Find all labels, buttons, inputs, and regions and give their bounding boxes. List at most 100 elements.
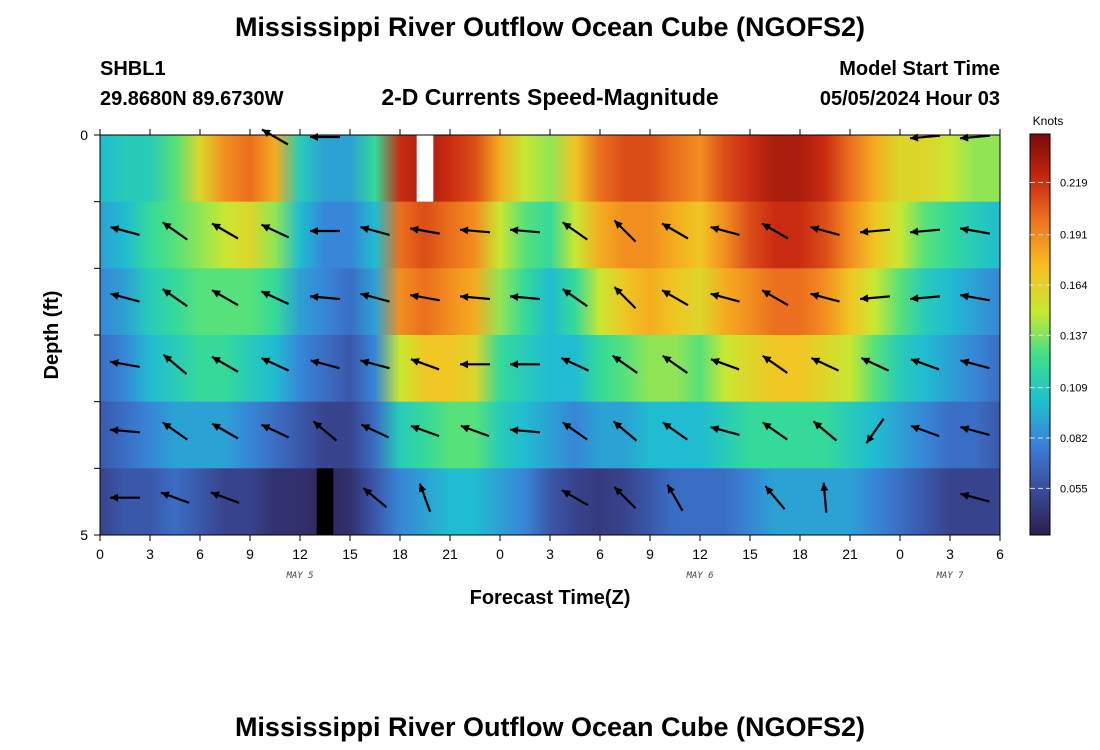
current-arrow: [410, 424, 440, 438]
current-arrow: [410, 358, 440, 371]
colorbar-tick-label: 0.055: [1060, 483, 1088, 495]
current-arrow: [613, 219, 637, 243]
colorbar-tick-label: 0.164: [1060, 280, 1088, 292]
heatmap-band: [100, 335, 1000, 403]
current-arrow: [211, 222, 239, 240]
current-arrow: [310, 227, 340, 235]
x-tick-label: 21: [842, 546, 858, 562]
current-arrow: [859, 227, 891, 236]
current-arrow: [261, 128, 289, 146]
current-arrow: [762, 421, 788, 441]
current-arrow: [910, 424, 940, 438]
current-arrow: [710, 225, 740, 236]
current-arrow: [360, 358, 390, 370]
y-tick-label: 5: [80, 527, 88, 543]
current-arrow: [110, 291, 140, 303]
current-arrow: [810, 291, 840, 303]
heatmap-band: [100, 268, 1000, 336]
current-arrow: [109, 426, 141, 435]
x-tick-label: 18: [792, 546, 808, 562]
colorbar-tick-label: 0.219: [1060, 177, 1088, 189]
current-arrow: [560, 356, 590, 372]
station-coords: 29.8680N 89.6730W: [100, 88, 284, 110]
x-tick-label: 6: [996, 546, 1004, 562]
current-arrow: [360, 225, 390, 236]
current-arrow: [110, 493, 140, 502]
x-tick-label: 12: [292, 546, 308, 562]
current-arrow: [612, 354, 638, 374]
current-arrow: [613, 286, 637, 310]
date-label: MAY 6: [685, 571, 713, 581]
current-arrow: [459, 293, 491, 302]
x-tick-label: 18: [392, 546, 408, 562]
current-arrow: [162, 421, 188, 441]
current-arrow: [562, 221, 588, 241]
current-arrow: [162, 288, 188, 308]
date-label: MAY 7: [935, 571, 964, 581]
current-arrow: [960, 425, 990, 436]
colorbar-tick-label: 0.109: [1060, 383, 1088, 395]
current-arrow: [761, 222, 789, 240]
current-arrow: [710, 358, 740, 371]
date-label: MAY 5: [285, 571, 313, 581]
current-arrow: [309, 293, 341, 302]
y-axis-ticks: 05: [80, 127, 100, 543]
current-arrow: [909, 133, 941, 142]
date-labels: MAY 5 MAY 6 MAY 7: [285, 571, 964, 581]
current-arrow: [710, 425, 740, 436]
chart-subtitle: 2-D Currents Speed-Magnitude: [381, 84, 718, 110]
current-arrow: [460, 424, 490, 438]
current-arrow: [909, 294, 941, 303]
x-tick-label: 3: [546, 546, 554, 562]
current-arrow: [613, 486, 637, 510]
current-arrow: [211, 355, 239, 373]
current-arrow: [418, 483, 432, 513]
chart-title: Mississippi River Outflow Ocean Cube (NG…: [235, 12, 865, 42]
current-arrow: [160, 491, 190, 504]
heatmap-band: [100, 201, 1000, 269]
current-arrow: [860, 356, 890, 372]
current-arrow: [410, 225, 440, 235]
x-tick-label: 12: [692, 546, 708, 562]
current-arrow: [710, 291, 740, 303]
current-arrow: [910, 358, 940, 371]
current-arrow: [662, 421, 688, 441]
current-arrow: [460, 360, 490, 369]
current-arrow: [510, 360, 540, 369]
footer-title: Mississippi River Outflow Ocean Cube (NG…: [235, 712, 865, 742]
colorbar-tick-label: 0.137: [1060, 330, 1088, 342]
current-vectors: [109, 128, 991, 513]
current-arrow: [162, 221, 188, 241]
current-arrow: [210, 491, 240, 504]
current-arrow: [661, 289, 689, 307]
current-arrow: [319, 482, 330, 513]
colorbar-tick-label: 0.082: [1060, 433, 1088, 445]
y-tick-label: 0: [80, 127, 88, 143]
current-arrow: [110, 359, 140, 369]
heatmap-band: [100, 135, 1000, 203]
current-arrow: [960, 358, 990, 370]
current-arrow: [661, 222, 689, 240]
current-arrow: [211, 422, 239, 440]
current-arrow: [960, 292, 990, 302]
current-arrow: [762, 354, 788, 374]
current-arrow: [459, 226, 491, 235]
current-arrow: [810, 356, 840, 372]
blank-cell: [416, 135, 434, 202]
current-arrow: [865, 418, 885, 444]
current-arrow: [509, 226, 541, 235]
current-arrow: [761, 289, 789, 307]
current-arrow: [561, 489, 589, 507]
current-arrow: [310, 358, 340, 370]
station-id: SHBL1: [100, 58, 166, 80]
current-arrow: [909, 227, 941, 236]
current-arrow: [666, 484, 684, 512]
x-tick-label: 3: [946, 546, 954, 562]
current-arrow: [360, 291, 390, 303]
current-arrow: [764, 485, 786, 510]
colorbar-ticks: 0.055 0.082 0.109 0.137 0.164 0.191 0.219: [1030, 177, 1088, 495]
current-arrow: [312, 420, 338, 442]
current-arrow: [509, 293, 541, 302]
model-start-label: Model Start Time: [839, 58, 1000, 80]
